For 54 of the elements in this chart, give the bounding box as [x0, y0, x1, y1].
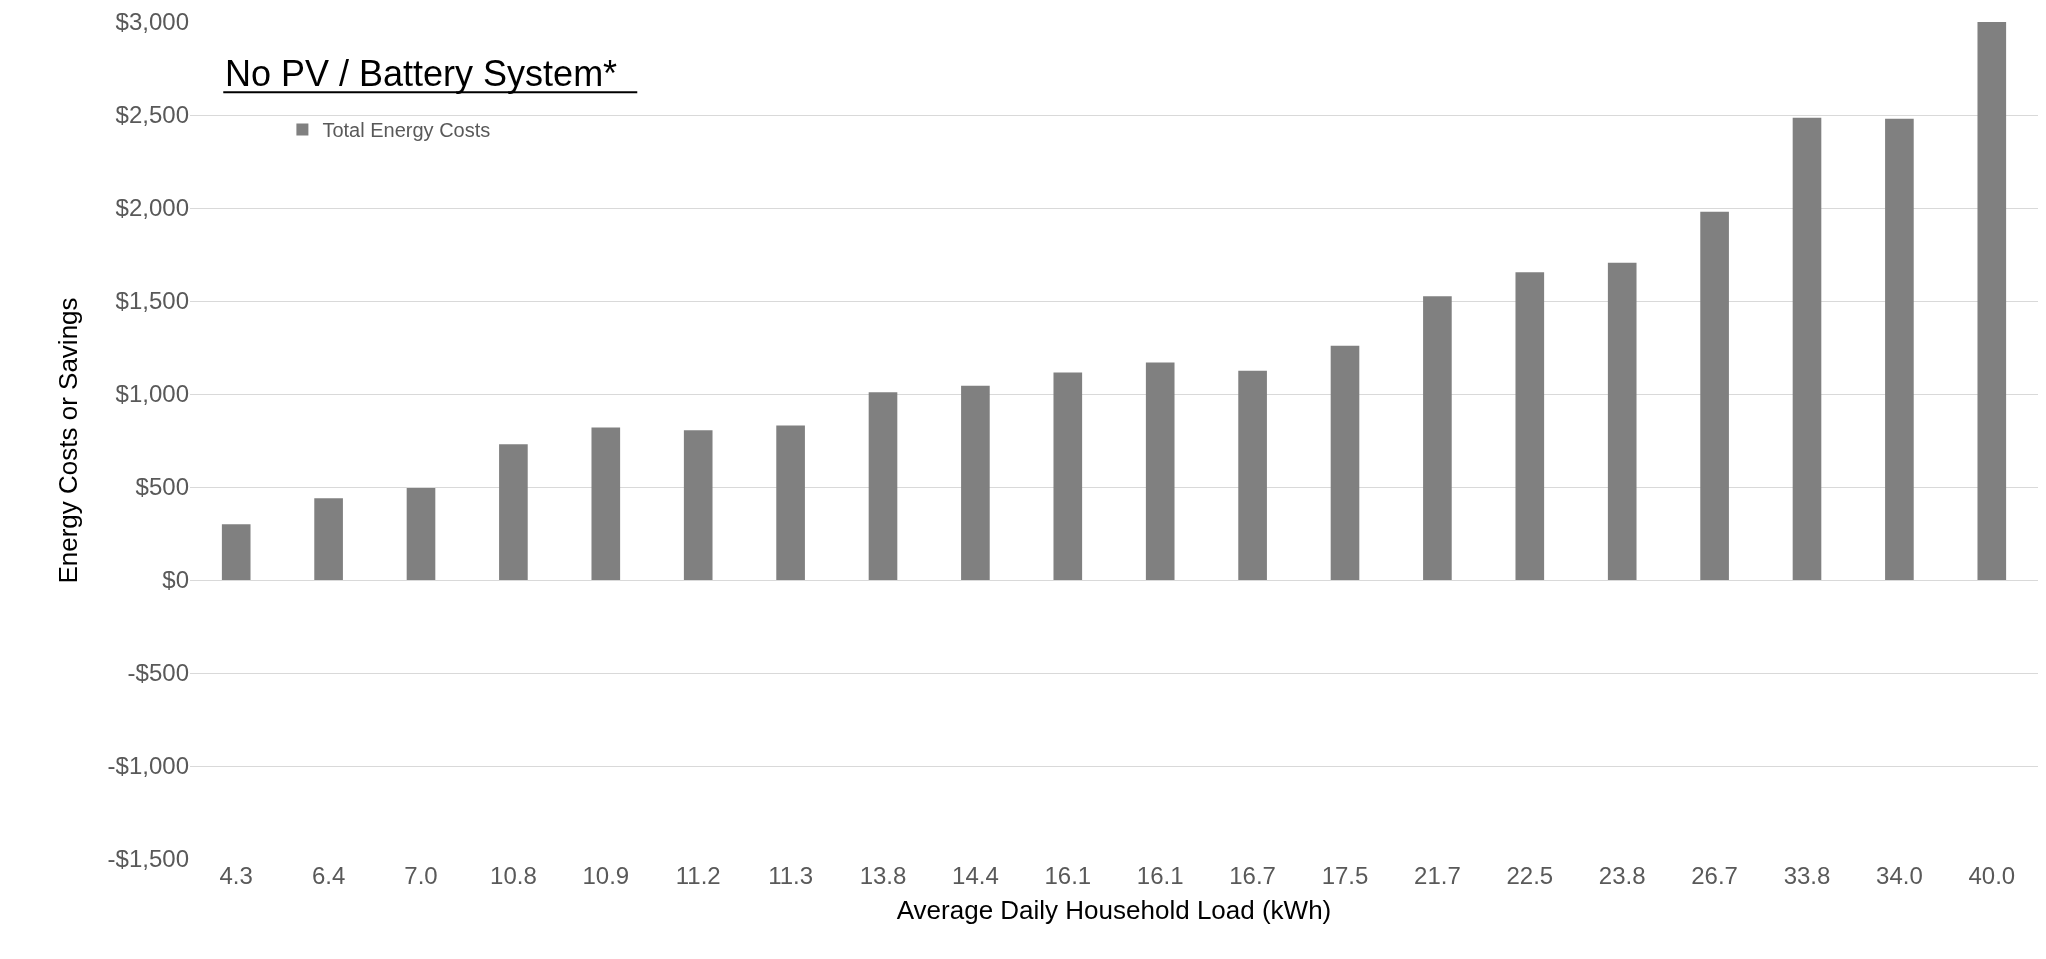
y-tick-label: $2,000 [115, 194, 189, 222]
x-tick-label: 40.0 [1968, 862, 2016, 889]
x-tick-label: 33.8 [1783, 862, 1831, 889]
x-tick-label: 4.3 [219, 862, 253, 889]
y-tick-label: $2,500 [115, 101, 189, 129]
bar [591, 427, 621, 580]
y-tick-label: $500 [135, 473, 189, 501]
x-tick-label: 21.7 [1414, 862, 1461, 889]
bar [868, 392, 898, 580]
bar [1053, 372, 1083, 580]
x-tick-label: 13.8 [859, 862, 907, 889]
x-tick-label: 10.8 [490, 862, 537, 889]
x-tick-label: 10.9 [582, 862, 630, 889]
y-tick-label: $1,500 [115, 287, 189, 315]
y-tick-label: -$500 [127, 659, 189, 687]
x-tick-label: 17.5 [1321, 862, 1369, 889]
bar [314, 498, 343, 580]
bar [406, 487, 436, 580]
x-tick-label: 11.3 [768, 862, 814, 889]
y-tick-label: -$1,000 [107, 752, 189, 780]
x-tick-label: 22.5 [1506, 862, 1554, 889]
x-tick-label: 16.1 [1136, 862, 1184, 889]
x-tick-label: 26.7 [1691, 862, 1738, 889]
bar [499, 444, 528, 580]
x-axis-title: Average Daily Household Load (kWh) [896, 894, 1332, 925]
bar [1238, 370, 1267, 580]
bar [1145, 362, 1175, 580]
bar [1330, 345, 1360, 580]
bar [1700, 211, 1729, 580]
x-tick-label: 11.2 [675, 862, 721, 889]
x-tick-label: 14.4 [952, 862, 999, 889]
x-tick-label: 7.0 [404, 862, 438, 889]
y-tick-label: $3,000 [115, 8, 189, 36]
y-axis-title: Energy Costs or Savings [52, 297, 83, 584]
bar [1977, 22, 2007, 580]
bar [1885, 118, 1914, 580]
text: No PV / Battery System* [225, 53, 618, 94]
y-tick-label: $0 [162, 566, 189, 594]
x-tick-label: 6.4 [311, 862, 346, 889]
bar [1792, 117, 1822, 580]
legend-label: Total Energy Costs [322, 119, 491, 142]
y-tick-label: $1,000 [115, 380, 189, 408]
bar [776, 425, 805, 580]
bar [221, 524, 251, 580]
bar [1515, 272, 1545, 580]
y-tick-label: -$1,500 [107, 845, 189, 873]
x-tick-label: 23.8 [1598, 862, 1646, 889]
bar [683, 430, 713, 580]
bar [961, 385, 990, 580]
x-tick-label: 16.1 [1044, 862, 1092, 889]
bar [1423, 296, 1452, 580]
x-tick-label: 16.7 [1229, 862, 1276, 889]
bar [1607, 262, 1637, 580]
x-tick-label: 34.0 [1876, 862, 1923, 889]
